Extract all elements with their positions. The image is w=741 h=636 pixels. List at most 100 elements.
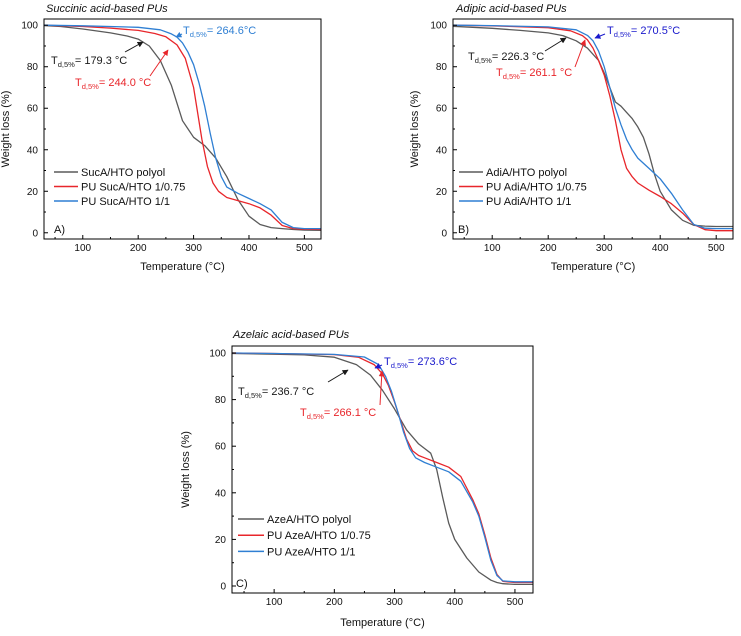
series-group [43, 24, 322, 231]
annotation-symbol: T [51, 55, 58, 67]
y-tick-label: 40 [215, 488, 227, 499]
x-tick-label: 300 [386, 597, 403, 608]
x-tick-label: 100 [484, 243, 501, 254]
annotation-symbol: T [607, 25, 614, 37]
annotation-arrow [175, 31, 183, 38]
annotation-text: Td,5%= 179.3 °C [51, 55, 127, 69]
series-line-1 [43, 24, 322, 231]
legend-entry: PU AzeA/HTO 1/0.75 [267, 530, 371, 542]
annotation-symbol: T [183, 25, 190, 37]
y-tick-label: 20 [215, 535, 227, 546]
series-group [452, 24, 733, 232]
x-axis-label: Temperature (°C) [340, 617, 424, 629]
x-tick-label: 400 [241, 243, 258, 254]
annotation-value: = 179.3 °C [75, 55, 127, 67]
x-tick-label: 100 [74, 243, 91, 254]
chart-title: Succinic acid-based PUs [46, 3, 168, 15]
annotation-subscript: d,5% [614, 30, 631, 39]
y-tick-label: 40 [436, 145, 448, 156]
annotation-value: = 264.6°C [207, 25, 256, 37]
x-tick-label: 400 [446, 597, 463, 608]
annotation-subscript: d,5% [307, 412, 324, 421]
td5-annotation: Td,5%= 264.6°C [175, 25, 256, 39]
legend: AzeA/HTO polyol PU AzeA/HTO 1/0.75 PU AzeA… [238, 514, 371, 558]
td5-annotation: Td,5%= 179.3 °C [51, 41, 144, 69]
x-axis-label: Temperature (°C) [140, 261, 224, 273]
y-tick-label: 100 [430, 21, 447, 32]
td5-annotation: Td,5%= 266.1 °C [300, 370, 385, 421]
annotation-text: Td,5%= 270.5°C [607, 25, 680, 39]
x-tick-label: 100 [266, 597, 283, 608]
y-axis-label: Weight loss (%) [180, 431, 192, 508]
annotation-subscript: d,5% [503, 72, 520, 81]
panel-label: C) [236, 578, 248, 590]
series-line-2 [43, 24, 322, 231]
y-tick-label: 80 [436, 62, 448, 73]
y-tick-label: 0 [32, 228, 38, 239]
series-line-1 [231, 352, 533, 586]
td5-annotation: Td,5%= 270.5°C [594, 25, 680, 39]
annotation-value: = 266.1 °C [324, 407, 376, 419]
x-axis-label: Temperature (°C) [551, 261, 635, 273]
td5-annotation: Td,5%= 244.0 °C [75, 49, 169, 91]
annotation-text: Td,5%= 273.6°C [384, 356, 457, 370]
series-line-3 [452, 24, 733, 230]
y-tick-label: 100 [21, 21, 38, 32]
td5-annotation: Td,5%= 273.6°C [374, 356, 457, 370]
annotation-symbol: T [384, 356, 391, 368]
series-line-2 [231, 352, 533, 584]
panel-2: Adipic acid-based PUs 100 200 300 400 500 0 20 4… [409, 3, 734, 273]
y-tick-label: 20 [436, 187, 448, 198]
annotation-symbol: T [238, 386, 245, 398]
y-axis-label: Weight loss (%) [409, 91, 421, 168]
legend-entry: PU AdiA/HTO 1/0.75 [486, 182, 587, 194]
panel-1: Succinic acid-based PUs 100 200 300 400 500 0 2… [0, 3, 322, 273]
x-tick-label: 200 [540, 243, 557, 254]
annotation-text: Td,5%= 266.1 °C [300, 407, 376, 421]
series-line-3 [43, 24, 321, 230]
annotation-value: = 261.1 °C [520, 67, 572, 79]
annotation-arrow [544, 37, 567, 52]
legend: SucA/HTO polyol PU SucA/HTO 1/0.75 PU SucA… [54, 167, 185, 208]
legend-entry: PU SucA/HTO 1/0.75 [81, 182, 185, 194]
y-tick-label: 20 [27, 187, 39, 198]
x-tick-label: 200 [130, 243, 147, 254]
panel-label: A) [54, 224, 65, 236]
panel-label: B) [458, 224, 469, 236]
annotation-value: = 226.3 °C [492, 51, 544, 63]
annotation-text: Td,5%= 264.6°C [183, 25, 256, 39]
annotation-symbol: T [300, 407, 307, 419]
chart-title: Azelaic acid-based PUs [232, 329, 350, 341]
td5-annotation: Td,5%= 236.7 °C [238, 369, 349, 400]
annotation-value: = 273.6°C [408, 356, 457, 368]
annotation-symbol: T [468, 51, 475, 63]
annotation-subscript: d,5% [82, 82, 99, 91]
annotation-subscript: d,5% [391, 361, 408, 370]
y-tick-label: 60 [436, 104, 448, 115]
annotation-arrow [594, 33, 606, 39]
annotation-value: = 270.5°C [631, 25, 680, 37]
x-tick-label: 500 [507, 597, 524, 608]
annotation-text: Td,5%= 226.3 °C [468, 51, 544, 65]
panel-3: Azelaic acid-based PUs 100 200 300 400 500 0 20… [180, 329, 534, 629]
annotation-text: Td,5%= 236.7 °C [238, 386, 314, 400]
y-tick-label: 0 [220, 582, 226, 593]
legend-entry: PU SucA/HTO 1/1 [81, 196, 170, 208]
series-line-2 [452, 24, 733, 232]
annotation-subscript: d,5% [58, 60, 75, 69]
series-line-1 [452, 25, 733, 228]
y-tick-label: 0 [441, 228, 447, 239]
series-line-3 [231, 352, 533, 583]
annotation-arrow [574, 39, 586, 68]
annotation-arrow [149, 49, 169, 77]
chart-title: Adipic acid-based PUs [455, 3, 567, 15]
annotation-subscript: d,5% [475, 56, 492, 65]
x-tick-label: 500 [296, 243, 313, 254]
x-tick-label: 500 [708, 243, 725, 254]
y-tick-label: 80 [27, 62, 39, 73]
annotation-arrow [374, 363, 383, 369]
series-group [231, 352, 533, 586]
y-tick-label: 60 [215, 442, 227, 453]
y-tick-label: 60 [27, 104, 39, 115]
